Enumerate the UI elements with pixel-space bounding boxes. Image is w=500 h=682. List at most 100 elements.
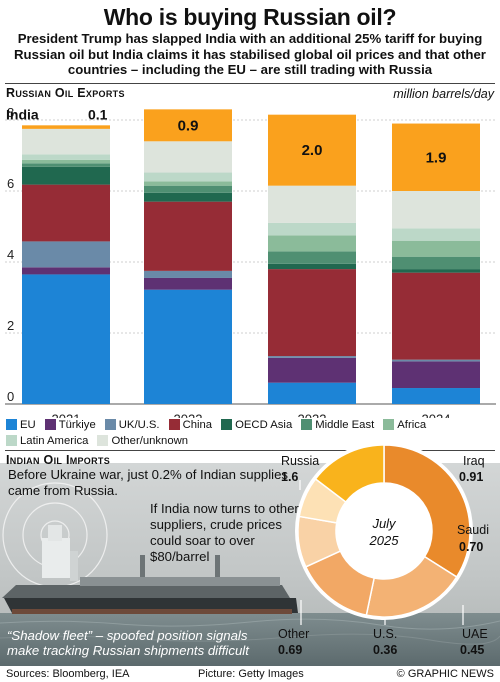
bar-segment-uk-u-s- xyxy=(22,241,110,268)
section-divider-2 xyxy=(5,450,495,451)
donut-value-iraq: 0.91 xyxy=(459,470,484,484)
bar-segment-africa xyxy=(144,181,232,186)
bar-segment-oecd-asia xyxy=(392,269,480,273)
y-tick-label: 6 xyxy=(7,176,14,191)
donut-label-iraq: Iraq xyxy=(463,454,485,468)
legend-swatch xyxy=(168,419,180,430)
bar-segment-latin-america xyxy=(22,154,110,160)
exports-stacked-bar-chart: 0 2 4 6 8 2021 India 0.1 2022 0.9 2023 2.0 2024 1.9 xyxy=(5,105,496,418)
donut-value-saudi: 0.70 xyxy=(459,540,484,554)
bar-segment-uk-u-s- xyxy=(392,359,480,362)
bar-segment-latin-america xyxy=(144,172,232,182)
units-label: million barrels/day xyxy=(393,87,494,101)
donut-value-us: 0.36 xyxy=(373,643,398,657)
bar-segment-india xyxy=(268,114,356,186)
legend-swatch xyxy=(104,419,116,430)
bar-segment-t-rkiye xyxy=(268,357,356,383)
bar-segment-oecd-asia xyxy=(22,166,110,185)
donut-value-russia: 1.6 xyxy=(281,470,299,484)
page-title: Who is buying Russian oil? xyxy=(103,4,397,30)
bar-segment-other-unknown xyxy=(22,128,110,155)
bar-segment-uk-u-s- xyxy=(144,270,232,278)
legend-swatch xyxy=(44,419,56,430)
data-label-india: 0.9 xyxy=(178,117,199,134)
x-tick-label: 2021 xyxy=(52,412,81,418)
bar-segment-india xyxy=(144,109,232,142)
bar-segment-china xyxy=(392,272,480,360)
bar-segment-india xyxy=(392,123,480,191)
donut-value-uae: 0.45 xyxy=(460,643,485,657)
bar-segment-middle-east xyxy=(144,185,232,193)
data-label-india: 2.0 xyxy=(302,142,323,159)
bar-segment-eu xyxy=(268,382,356,404)
bar-segment-china xyxy=(268,269,356,357)
legend-swatch xyxy=(6,419,17,430)
bar-segment-uk-u-s- xyxy=(268,356,356,358)
section-divider xyxy=(5,83,495,84)
donut-label-other: Other xyxy=(278,627,310,641)
brand-credit: © GRAPHIC NEWS xyxy=(396,668,494,680)
y-tick-label: 2 xyxy=(7,318,14,333)
donut-label-uae: UAE xyxy=(462,627,488,641)
legend-label: UK/U.S. xyxy=(118,418,160,431)
y-tick-label: 0 xyxy=(7,389,14,404)
legend-item: Türkiye xyxy=(44,417,96,432)
data-label-india: 0.1 xyxy=(88,106,108,122)
donut-label-russia: Russia xyxy=(281,454,320,468)
data-label-india: 1.9 xyxy=(426,149,447,166)
legend-label: OECD Asia xyxy=(235,418,293,431)
picture-credit: Picture: Getty Images xyxy=(198,668,304,680)
legend-swatch xyxy=(97,435,109,446)
x-tick-label: 2022 xyxy=(174,412,203,418)
legend-item: Other/unknown xyxy=(97,433,188,448)
before-war-note: Before Ukraine war, just 0.2% of Indian … xyxy=(8,467,289,498)
bar-segment-india xyxy=(22,125,110,129)
bar-segment-china xyxy=(22,184,110,242)
bar-segment-africa xyxy=(268,235,356,252)
legend-swatch xyxy=(383,419,395,430)
legend-label: Other/unknown xyxy=(111,434,189,447)
bar-segment-africa xyxy=(392,240,480,257)
legend-item: Middle East xyxy=(301,417,374,432)
legend-label: Middle East xyxy=(315,418,375,431)
donut-label-saudi: Saudi xyxy=(457,523,489,537)
sources-credit: Sources: Bloomberg, IEA xyxy=(6,668,130,680)
legend-item: OECD Asia xyxy=(221,417,292,432)
bar-segment-t-rkiye xyxy=(392,361,480,389)
legend-item: UK/U.S. xyxy=(104,417,160,432)
x-tick-label: 2024 xyxy=(422,412,451,418)
legend-item: EU xyxy=(6,417,36,432)
legend-item: Latin America xyxy=(6,433,88,448)
donut-value-other: 0.69 xyxy=(278,643,303,657)
bar-segment-other-unknown xyxy=(268,185,356,223)
bar-segment-t-rkiye xyxy=(144,277,232,290)
bar-segment-other-unknown xyxy=(392,191,480,229)
chart-legend: EU Türkiye UK/U.S. China OECD Asia Middle Eas… xyxy=(6,417,496,449)
legend-label: Latin America xyxy=(20,434,89,447)
bar-segment-oecd-asia xyxy=(144,192,232,202)
bar-segment-middle-east xyxy=(392,256,480,270)
price-note: If India now turns to other suppliers, c… xyxy=(150,501,299,564)
legend-swatch xyxy=(6,435,17,446)
legend-swatch xyxy=(221,419,233,430)
legend-item: Africa xyxy=(383,417,426,432)
legend-label: China xyxy=(182,418,213,431)
donut-label-us: U.S. xyxy=(373,627,398,641)
bar-segment-latin-america xyxy=(268,222,356,236)
x-tick-label: 2023 xyxy=(298,412,327,418)
bar-segment-other-unknown xyxy=(144,141,232,173)
bar-segment-latin-america xyxy=(392,228,480,241)
bar-segment-eu xyxy=(22,274,110,404)
legend-label: Africa xyxy=(397,418,427,431)
page-subtitle: President Trump has slapped India with a… xyxy=(14,31,486,77)
legend-item: China xyxy=(168,417,213,432)
imports-section-title: Indian Oil Imports xyxy=(6,453,111,467)
exports-section-title: Russian Oil Exports xyxy=(6,86,125,100)
india-label: India xyxy=(6,106,39,122)
bar-segment-middle-east xyxy=(22,163,110,167)
shadow-fleet-note: “Shadow fleet” – spoofed position signal… xyxy=(7,628,249,658)
bar-segment-oecd-asia xyxy=(268,263,356,270)
legend-label: EU xyxy=(20,418,36,431)
y-tick-label: 8 xyxy=(7,105,14,120)
bar-segment-eu xyxy=(144,289,232,404)
